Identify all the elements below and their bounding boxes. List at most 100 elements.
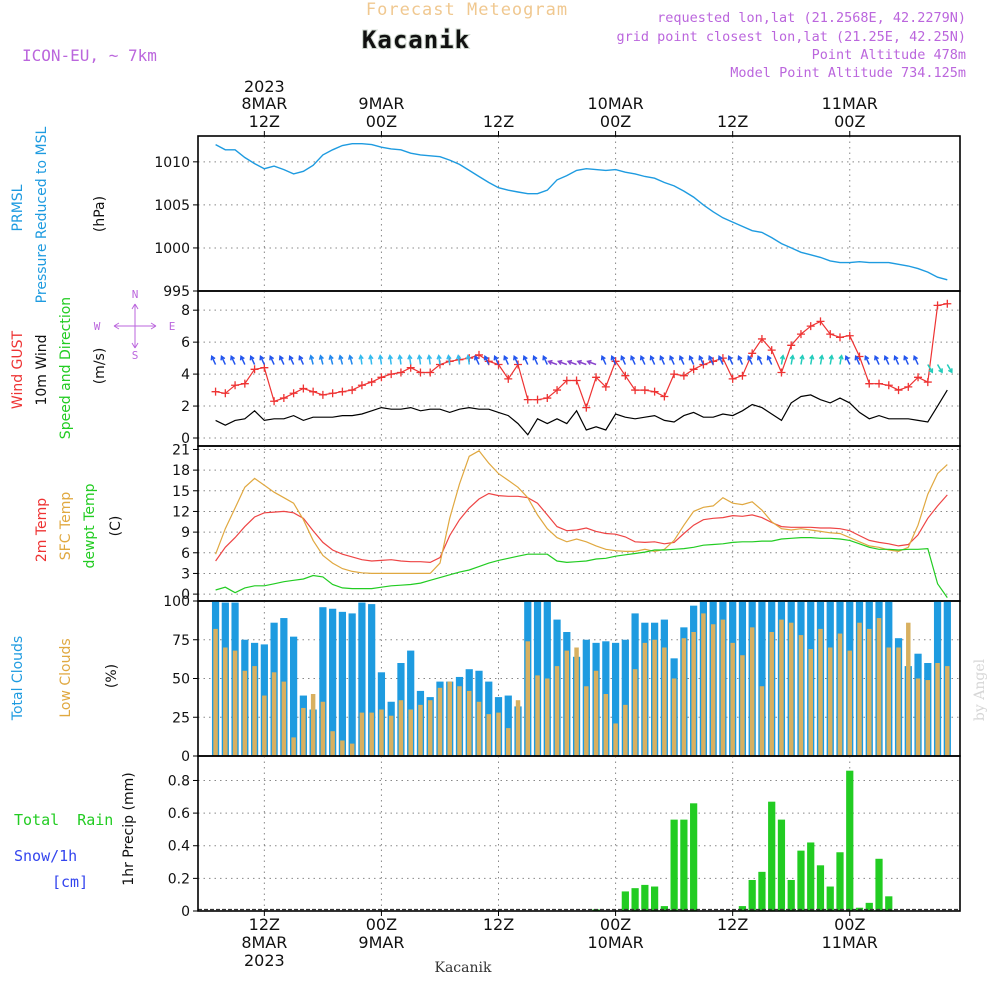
wind-direction-arrow (436, 354, 442, 365)
wind-arrow-shaft (620, 356, 627, 365)
wind-arrow-shaft (737, 356, 744, 365)
wind-arrow-head (864, 355, 870, 361)
cloud-low-bar (398, 700, 404, 756)
wind-arrow-shaft (240, 356, 246, 365)
cloud-low-bar (291, 737, 296, 756)
gust-marker (650, 387, 659, 396)
wind-arrow-shaft (903, 356, 909, 365)
cloud-low-bar (847, 650, 852, 756)
precip-ytick-label: 0.4 (168, 839, 190, 855)
wind-arrow-head (789, 354, 795, 360)
pressure-ytick-label: 1005 (154, 198, 190, 214)
clouds-ytick-label: 100 (163, 594, 190, 610)
rain-bar (885, 896, 893, 911)
wind-arrow-head (465, 354, 472, 360)
grid-point-coords: grid point closest lon,lat (21.25E, 42.2… (617, 29, 967, 45)
gust-marker (806, 322, 815, 331)
rain-bar (641, 884, 649, 911)
wind-arrow-shaft (558, 360, 568, 366)
wind-arrow-head (639, 355, 645, 361)
gust-marker (728, 374, 737, 383)
cloud-low-bar (476, 701, 482, 756)
rain-bar (621, 891, 629, 911)
gust-marker (816, 317, 825, 326)
header-title: Forecast Meteogram (366, 0, 568, 20)
temp-unit: (C) (108, 516, 124, 537)
wind-arrow-shaft (447, 355, 451, 365)
wind-arrow-shaft (874, 356, 880, 365)
cloud-low-bar (896, 647, 901, 756)
wind-direction-arrow (318, 354, 324, 365)
wind-arrow-shaft (467, 355, 470, 365)
wind-arrow-shaft (689, 356, 695, 365)
wind-arrow-head (446, 354, 452, 360)
wind-arrow-head (368, 354, 374, 360)
gust-marker (387, 370, 396, 379)
bottom-hour-label: 12Z (483, 915, 514, 934)
bottom-date-label: 10MAR (587, 933, 643, 952)
gust-marker (377, 373, 386, 382)
cloud-low-bar (388, 715, 394, 756)
rain-bar (758, 871, 766, 911)
pressure-ytick-label: 1010 (154, 155, 190, 171)
pressure-label-1: PRMSL (10, 184, 26, 231)
wind-direction-arrow (446, 354, 452, 365)
wind-direction-arrow (698, 355, 705, 365)
wind-arrow-head (436, 354, 442, 360)
cloud-low-bar (788, 622, 794, 756)
cloud-low-bar (720, 619, 726, 756)
cloud-low-bar (915, 678, 921, 756)
wind-direction-arrow (397, 354, 403, 365)
cloud-low-bar (769, 632, 774, 756)
wind-panel: 0 2 4 6 8 (181, 290, 961, 447)
cloud-low-bar (671, 678, 677, 756)
wind-arrow-shaft (494, 356, 500, 365)
snow-label: Snow/1h (14, 847, 77, 865)
rain-bar (816, 865, 825, 911)
wind-arrow-shaft (936, 364, 943, 373)
cloud-low-bar (818, 628, 823, 756)
wind-arrow-shaft (913, 356, 919, 365)
wind-direction-arrow (927, 364, 934, 374)
gust-marker (923, 378, 932, 387)
snow-unit-label: [cm] (52, 873, 88, 891)
wind-arrow-head (727, 355, 733, 361)
wind-arrow-head (938, 368, 943, 374)
cloud-total-bar (621, 639, 629, 756)
wind-arrow-head (493, 355, 499, 361)
rain-bar (836, 852, 844, 911)
wind-direction-arrow (547, 359, 558, 366)
wind-direction-arrow (220, 355, 226, 365)
top-date-label: 10MAR (587, 94, 643, 113)
wind-arrow-head (913, 355, 918, 361)
clouds-ytick-label: 75 (172, 633, 190, 649)
wind-arrow-head (407, 354, 413, 360)
wind-arrow-head (547, 359, 553, 366)
wind-direction-arrow (946, 364, 953, 374)
wind-direction-arrow (474, 355, 480, 365)
gust-marker (601, 382, 610, 391)
wind-arrow-head (586, 359, 592, 366)
wind-unit: (m/s) (92, 348, 108, 385)
wind-arrow-shaft (601, 356, 607, 365)
wind-arrow-head (474, 355, 479, 361)
plot-layer: 9951000100510100246803691215182102550751… (154, 77, 961, 970)
wind-direction-arrow (348, 354, 354, 365)
wind-arrow-shaft (230, 356, 236, 365)
wind-arrow-head (348, 354, 354, 360)
cloud-low-bar (574, 647, 579, 756)
cloud-low-bar (418, 704, 423, 756)
wind-direction-arrow (639, 355, 646, 365)
gust-line (215, 303, 948, 410)
cloud-low-bar (320, 701, 326, 756)
wind-arrow-head (426, 354, 433, 360)
cloud-low-bar (408, 709, 413, 756)
wind-arrow-shaft (349, 355, 353, 365)
wind-arrow-head (747, 355, 753, 361)
rain-bar (807, 842, 815, 911)
wind-direction-arrow (818, 354, 825, 365)
wind-arrow-head (903, 355, 909, 361)
precip-unit: 1hr Precip (mm) (121, 772, 137, 885)
gust-marker (523, 395, 532, 404)
compass-e: E (169, 320, 176, 333)
